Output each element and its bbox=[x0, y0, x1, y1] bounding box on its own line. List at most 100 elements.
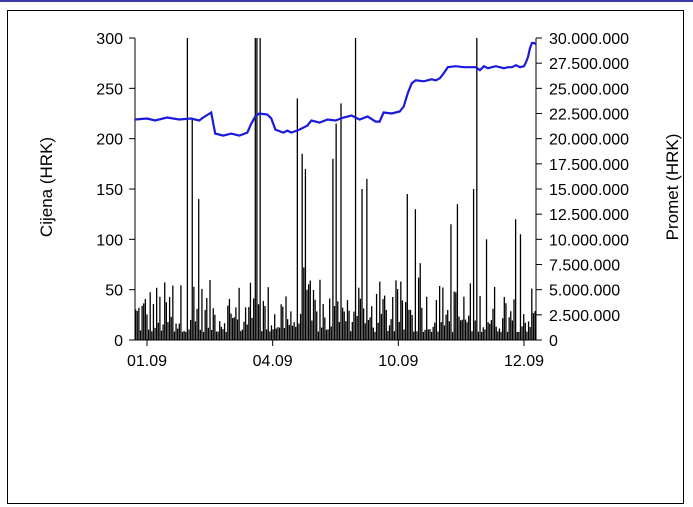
volume-bar bbox=[427, 329, 429, 340]
volume-bar bbox=[468, 315, 470, 340]
right-tick-label: 30.000.000 bbox=[549, 31, 629, 48]
volume-bar bbox=[458, 316, 460, 340]
volume-bar bbox=[178, 323, 180, 340]
volume-bar bbox=[481, 331, 483, 340]
volume-bar bbox=[405, 302, 407, 340]
volume-bar bbox=[185, 331, 187, 340]
volume-bar bbox=[477, 331, 480, 340]
volume-bar bbox=[223, 323, 226, 340]
volume-bar bbox=[416, 331, 418, 340]
right-tick-label: 12.500.000 bbox=[549, 207, 629, 224]
volume-bar bbox=[160, 330, 163, 340]
left-tick-label: 200 bbox=[96, 132, 123, 149]
volume-bar bbox=[384, 295, 386, 340]
volume-bar bbox=[476, 38, 478, 340]
volume-bar bbox=[162, 324, 164, 340]
volume-bar bbox=[380, 313, 383, 340]
volume-bar bbox=[419, 263, 421, 340]
volume-bar bbox=[353, 311, 355, 340]
right-tick-label: 0 bbox=[549, 333, 558, 350]
volume-bar bbox=[253, 298, 255, 340]
volume-bar bbox=[350, 331, 352, 340]
volume-bar bbox=[387, 331, 389, 340]
volume-bar bbox=[529, 327, 531, 340]
volume-bar bbox=[518, 331, 520, 340]
volume-bar bbox=[193, 286, 195, 340]
volume-bar bbox=[149, 292, 151, 340]
volume-bar bbox=[426, 296, 428, 340]
volume-bar bbox=[450, 224, 452, 340]
volume-bar bbox=[401, 300, 404, 340]
volume-bar bbox=[264, 306, 266, 340]
volume-bar bbox=[500, 331, 502, 340]
volume-bar bbox=[372, 327, 374, 340]
volume-bar bbox=[164, 282, 166, 340]
volume-bar bbox=[180, 285, 182, 340]
volume-bar bbox=[314, 299, 316, 340]
volume-bar bbox=[295, 326, 297, 340]
volume-bar bbox=[327, 329, 329, 340]
volume-bar bbox=[367, 320, 370, 340]
volume-bar bbox=[521, 326, 523, 340]
volume-bar bbox=[392, 297, 394, 340]
volume-bar bbox=[460, 320, 462, 340]
volume-bar bbox=[156, 287, 158, 340]
left-tick-label: 0 bbox=[114, 333, 123, 350]
volume-bar bbox=[172, 285, 174, 340]
right-tick-label: 5.000.000 bbox=[549, 283, 620, 300]
volume-bar bbox=[285, 296, 287, 340]
volume-bar bbox=[421, 307, 423, 340]
volume-bar bbox=[170, 316, 172, 340]
volume-bar bbox=[403, 329, 405, 340]
volume-bar bbox=[286, 319, 289, 340]
volume-bar bbox=[461, 319, 463, 340]
volume-bar bbox=[215, 331, 218, 340]
left-axis-ticks: 0 50 100 150 200 250 300 bbox=[96, 31, 135, 350]
volume-bar bbox=[398, 321, 400, 340]
volume-bar bbox=[379, 281, 381, 340]
volume-bar bbox=[272, 329, 274, 340]
volume-bar bbox=[204, 309, 206, 340]
volume-bar bbox=[527, 321, 530, 340]
volume-bar bbox=[487, 322, 489, 340]
volume-bar bbox=[151, 331, 153, 340]
volume-bar bbox=[267, 287, 269, 340]
volume-bar bbox=[508, 317, 510, 340]
volume-bar bbox=[361, 189, 363, 340]
volume-bar bbox=[283, 328, 286, 340]
volume-bar bbox=[495, 326, 497, 340]
volume-bar bbox=[382, 299, 384, 340]
x-tick-label: 12.09 bbox=[504, 353, 544, 370]
volume-bar bbox=[411, 315, 413, 340]
volume-bar bbox=[304, 168, 307, 340]
volume-bar bbox=[167, 321, 169, 340]
volume-bar bbox=[447, 309, 449, 340]
volume-bar bbox=[455, 292, 457, 340]
volume-bar bbox=[265, 329, 268, 340]
x-axis-ticks: 01.09 04.09 10.09 12.09 bbox=[127, 340, 544, 370]
right-tick-label: 25.000.000 bbox=[549, 81, 629, 98]
volume-bar bbox=[434, 322, 436, 340]
volume-bar bbox=[261, 331, 263, 340]
volume-bar bbox=[497, 331, 499, 340]
volume-bar bbox=[456, 204, 459, 340]
volume-bar bbox=[214, 314, 216, 340]
volume-bar bbox=[256, 38, 258, 340]
volume-bar bbox=[395, 280, 397, 340]
volume-bar bbox=[490, 320, 493, 340]
left-axis-title: Cijena (HRK) bbox=[37, 137, 56, 237]
volume-bar bbox=[249, 282, 252, 340]
volume-bar bbox=[408, 309, 410, 340]
volume-bar bbox=[177, 328, 179, 340]
volume-bar bbox=[510, 311, 512, 340]
volume-bar bbox=[337, 301, 339, 340]
volume-bar bbox=[199, 329, 201, 340]
right-tick-label: 2.500.000 bbox=[549, 308, 620, 325]
volume-bar bbox=[189, 319, 192, 340]
volume-bar bbox=[330, 326, 332, 340]
volume-bar bbox=[232, 318, 234, 340]
volume-bar bbox=[228, 298, 231, 340]
volume-bar bbox=[374, 331, 376, 340]
volume-bar bbox=[235, 307, 237, 340]
volume-bar bbox=[385, 309, 387, 340]
